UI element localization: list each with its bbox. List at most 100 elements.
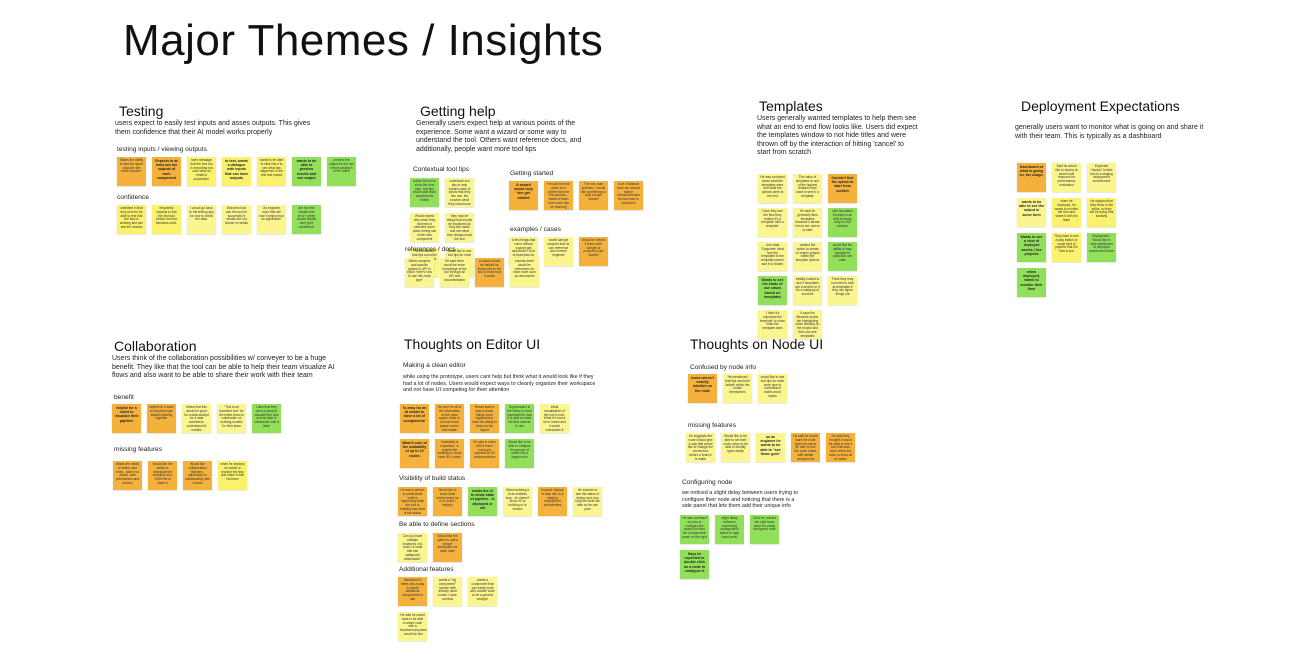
sticky-note[interactable]: Likes that they have a place to visualiz… (252, 404, 281, 433)
sticky-note[interactable]: He said he would want to be able to shar… (398, 612, 427, 641)
sticky-note[interactable]: Wants to see the kinds of use cases base… (758, 276, 787, 305)
sticky-note[interactable]: Deployment - Would like to view dashboar… (1087, 233, 1116, 262)
sticky-note[interactable]: He suggests the node should give a way t… (686, 433, 715, 462)
sticky-note[interactable]: Would like to know what environment he i… (433, 487, 462, 516)
sticky-note[interactable]: Like what 'Supporter' what how the templ… (758, 242, 787, 271)
sticky-note[interactable]: He said they thought it would be ideal t… (826, 433, 855, 462)
sticky-note[interactable]: helpful for a team to help them get star… (147, 404, 176, 433)
sticky-note[interactable]: 'Is easy for an AI model to have a lot o… (400, 404, 429, 433)
sticky-note[interactable]: Wants the ability to define user roles -… (113, 461, 142, 490)
sticky-note[interactable]: Once they see the flow they realize it's… (758, 208, 787, 237)
sticky-note[interactable]: He expects to see the status of deploy a… (573, 487, 602, 516)
sticky-note[interactable]: Would like collaboration features - espe… (183, 461, 212, 490)
sticky-note[interactable]: He was confused on how to configure the … (680, 515, 709, 544)
sticky-note[interactable]: Wants the ability to test the input/ out… (117, 157, 146, 186)
sticky-note[interactable]: 'As engineer work that will won't simply… (257, 205, 286, 234)
sticky-note[interactable]: Scalability is important - a project lik… (435, 439, 464, 468)
sticky-note[interactable]: They want to see a play button or some k… (1052, 233, 1081, 262)
sticky-note[interactable]: Expected "deploy" to take him to a stagi… (1087, 163, 1116, 192)
sticky-note[interactable]: preview the output for the tool before a… (327, 157, 356, 186)
group-label: confidence (117, 194, 149, 201)
sticky-note[interactable]: "This is an excellent tool" for the enti… (217, 404, 246, 433)
sticky-note[interactable]: Would like to be able to collapse the gr… (505, 439, 534, 468)
sticky-note[interactable]: i would go back to the testing app for n… (187, 205, 216, 234)
sticky-note[interactable]: Would like the option to add a unique de… (433, 533, 462, 562)
sticky-note[interactable]: wants the tool to show the next step, to… (410, 178, 439, 207)
sticky-note[interactable]: wants to be able to preview results and … (292, 157, 321, 186)
sticky-note[interactable]: as an engineer he wants to be able to "s… (756, 433, 785, 462)
sticky-note[interactable]: Dashboard of what is going on, the usage… (1017, 163, 1046, 192)
sticky-note[interactable]: Would expect help when they hovered or s… (410, 213, 439, 242)
sticky-note[interactable]: wants the UI to show state of pipeline -… (468, 487, 497, 516)
sticky-note[interactable]: Said he would like to deploy at some loc… (1052, 163, 1081, 192)
sticky-note[interactable]: When building it is an endless loop - he… (503, 487, 532, 516)
sticky-note[interactable]: Icons weren't exactly intuitive on the n… (688, 374, 717, 403)
sticky-note[interactable]: A wizard would be helpful for those new … (475, 258, 504, 287)
sticky-note[interactable]: Think they may not need to look at templ… (828, 276, 857, 305)
sticky-note[interactable]: It says the filename and/or the highligh… (793, 310, 822, 339)
sticky-note[interactable]: Organization in the editor is most impor… (505, 404, 534, 433)
sticky-note[interactable]: would like the ability to map samples to… (828, 242, 857, 271)
sticky-note[interactable]: He can't be all of the information on th… (435, 404, 464, 433)
sticky-note[interactable]: Initially looked to see if templates are… (793, 276, 822, 305)
sticky-note[interactable]: wants sample projects that he can refere… (544, 237, 573, 266)
sticky-note[interactable]: with templates it's easy to be able to e… (828, 208, 857, 237)
sticky-note[interactable]: seen message that the tool run is execut… (187, 157, 216, 186)
sticky-note[interactable]: Once he noticed the right hand panel he … (750, 515, 779, 544)
sticky-note[interactable]: Wasn't sure of the scalability of up to … (400, 439, 429, 468)
sticky-note[interactable]: Initial visualization of the tool is nic… (540, 404, 569, 433)
sticky-note[interactable]: they may be things that should be explai… (445, 213, 474, 242)
sticky-note[interactable]: A wizard would help him get started (509, 181, 538, 210)
sticky-note[interactable]: Would like the ability to download the w… (148, 461, 177, 490)
sticky-note[interactable]: confident in that they need to be able t… (117, 205, 146, 234)
sticky-note[interactable]: He said he would want the node types he … (791, 433, 820, 462)
sticky-note[interactable]: frequently expects to see the test tool … (152, 205, 181, 234)
sticky-note[interactable]: He was confused about what the templates… (758, 174, 787, 203)
sticky-note[interactable]: thinks that this would be good for a dat… (182, 404, 211, 433)
sticky-note[interactable]: wants to be able to see the output in so… (1017, 198, 1046, 227)
sticky-note[interactable]: Can you have multiple instances of a nod… (398, 533, 427, 562)
sticky-note[interactable]: The use case problem, I would like somet… (579, 181, 608, 210)
sticky-note[interactable]: Would want a way to make things more org… (470, 404, 499, 433)
sticky-note[interactable]: He mentioned that tips would be helpful … (723, 374, 752, 403)
sticky-note[interactable]: wants a "my component" section with alre… (433, 577, 462, 606)
sticky-note[interactable]: when he deploys he wants to monitor the … (218, 461, 247, 490)
sticky-note[interactable]: helpful for a client to visualize their … (112, 404, 141, 433)
group-label: Configuring node (682, 479, 733, 486)
board-title: Major Themes / Insights (123, 16, 604, 65)
sticky-note[interactable]: Couldn't find the option to start from s… (828, 174, 857, 203)
section-title: Thoughts on Editor UI (404, 336, 541, 352)
sticky-note[interactable]: 'I think it's important the template' to… (758, 310, 787, 339)
sticky-note[interactable]: Expects 'deploy' to take him to a stagin… (538, 487, 567, 516)
sticky-note[interactable]: when deployed, wants to monitor their fl… (1017, 268, 1046, 297)
group-label: Getting started (510, 170, 554, 177)
sticky-note[interactable]: expects there would be references for ea… (510, 258, 539, 287)
sticky-note[interactable]: to test, wants a dialogue with inputs th… (222, 157, 251, 186)
sticky-note[interactable]: He said there would be more knowledge of… (440, 258, 469, 287)
sticky-note[interactable]: He stopped that they know in the editor,… (1087, 198, 1116, 227)
sticky-grid: He was confused about what the templates… (758, 174, 879, 339)
sticky-note[interactable]: Would be helpful if there were sample ai… (579, 237, 608, 266)
sticky-note[interactable]: Would like to be able to set their node … (721, 433, 750, 462)
sticky-note[interactable]: He said the trial piece is in preference… (544, 181, 573, 210)
sticky-note[interactable]: wants a component that can easily work w… (468, 577, 497, 606)
sticky-note[interactable]: The value of templates is one of the hig… (793, 174, 822, 203)
sticky-note[interactable]: wanted the option to create or search pr… (793, 242, 822, 271)
group-label: benefit (114, 394, 134, 401)
sticky-note[interactable]: He said in some RAPs that it could get u… (470, 439, 499, 468)
sticky-note[interactable]: Wants to see a view of deployed assets /… (1017, 233, 1046, 262)
sticky-note[interactable]: Expects to at least see the outputs of e… (152, 157, 181, 186)
sticky-note[interactable]: He said he generally likes templates bec… (793, 208, 822, 237)
sticky-note[interactable]: would like to see tool tips for each nod… (758, 374, 787, 403)
sticky-note[interactable]: are the test results true error? green s… (292, 205, 321, 234)
sticky-note[interactable]: Wonders how can the tool be successful i… (222, 205, 251, 234)
sticky-note[interactable]: A lot of Watson tools are around starter… (614, 181, 643, 210)
sticky-note[interactable]: Says he expected to double click on a no… (680, 550, 709, 579)
sticky-note[interactable]: He was a person to understand what is ha… (398, 487, 427, 516)
sticky-note[interactable]: when he deployed, he wants to monitor th… (1052, 198, 1081, 227)
sticky-note[interactable]: contextual tool tips to help explain par… (445, 178, 474, 207)
sticky-note[interactable]: Wants samples and specific guides or API… (405, 258, 434, 287)
sticky-note[interactable]: wants to be able to click into it to see… (257, 157, 286, 186)
sticky-note[interactable]: slight delay between connecting configur… (715, 515, 744, 544)
sticky-note[interactable]: Mentioned if there was a way to install … (398, 577, 427, 606)
